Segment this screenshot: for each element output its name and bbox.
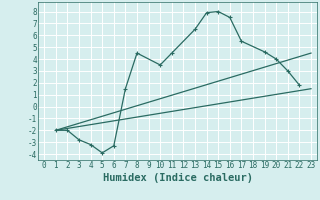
X-axis label: Humidex (Indice chaleur): Humidex (Indice chaleur) (103, 173, 252, 183)
